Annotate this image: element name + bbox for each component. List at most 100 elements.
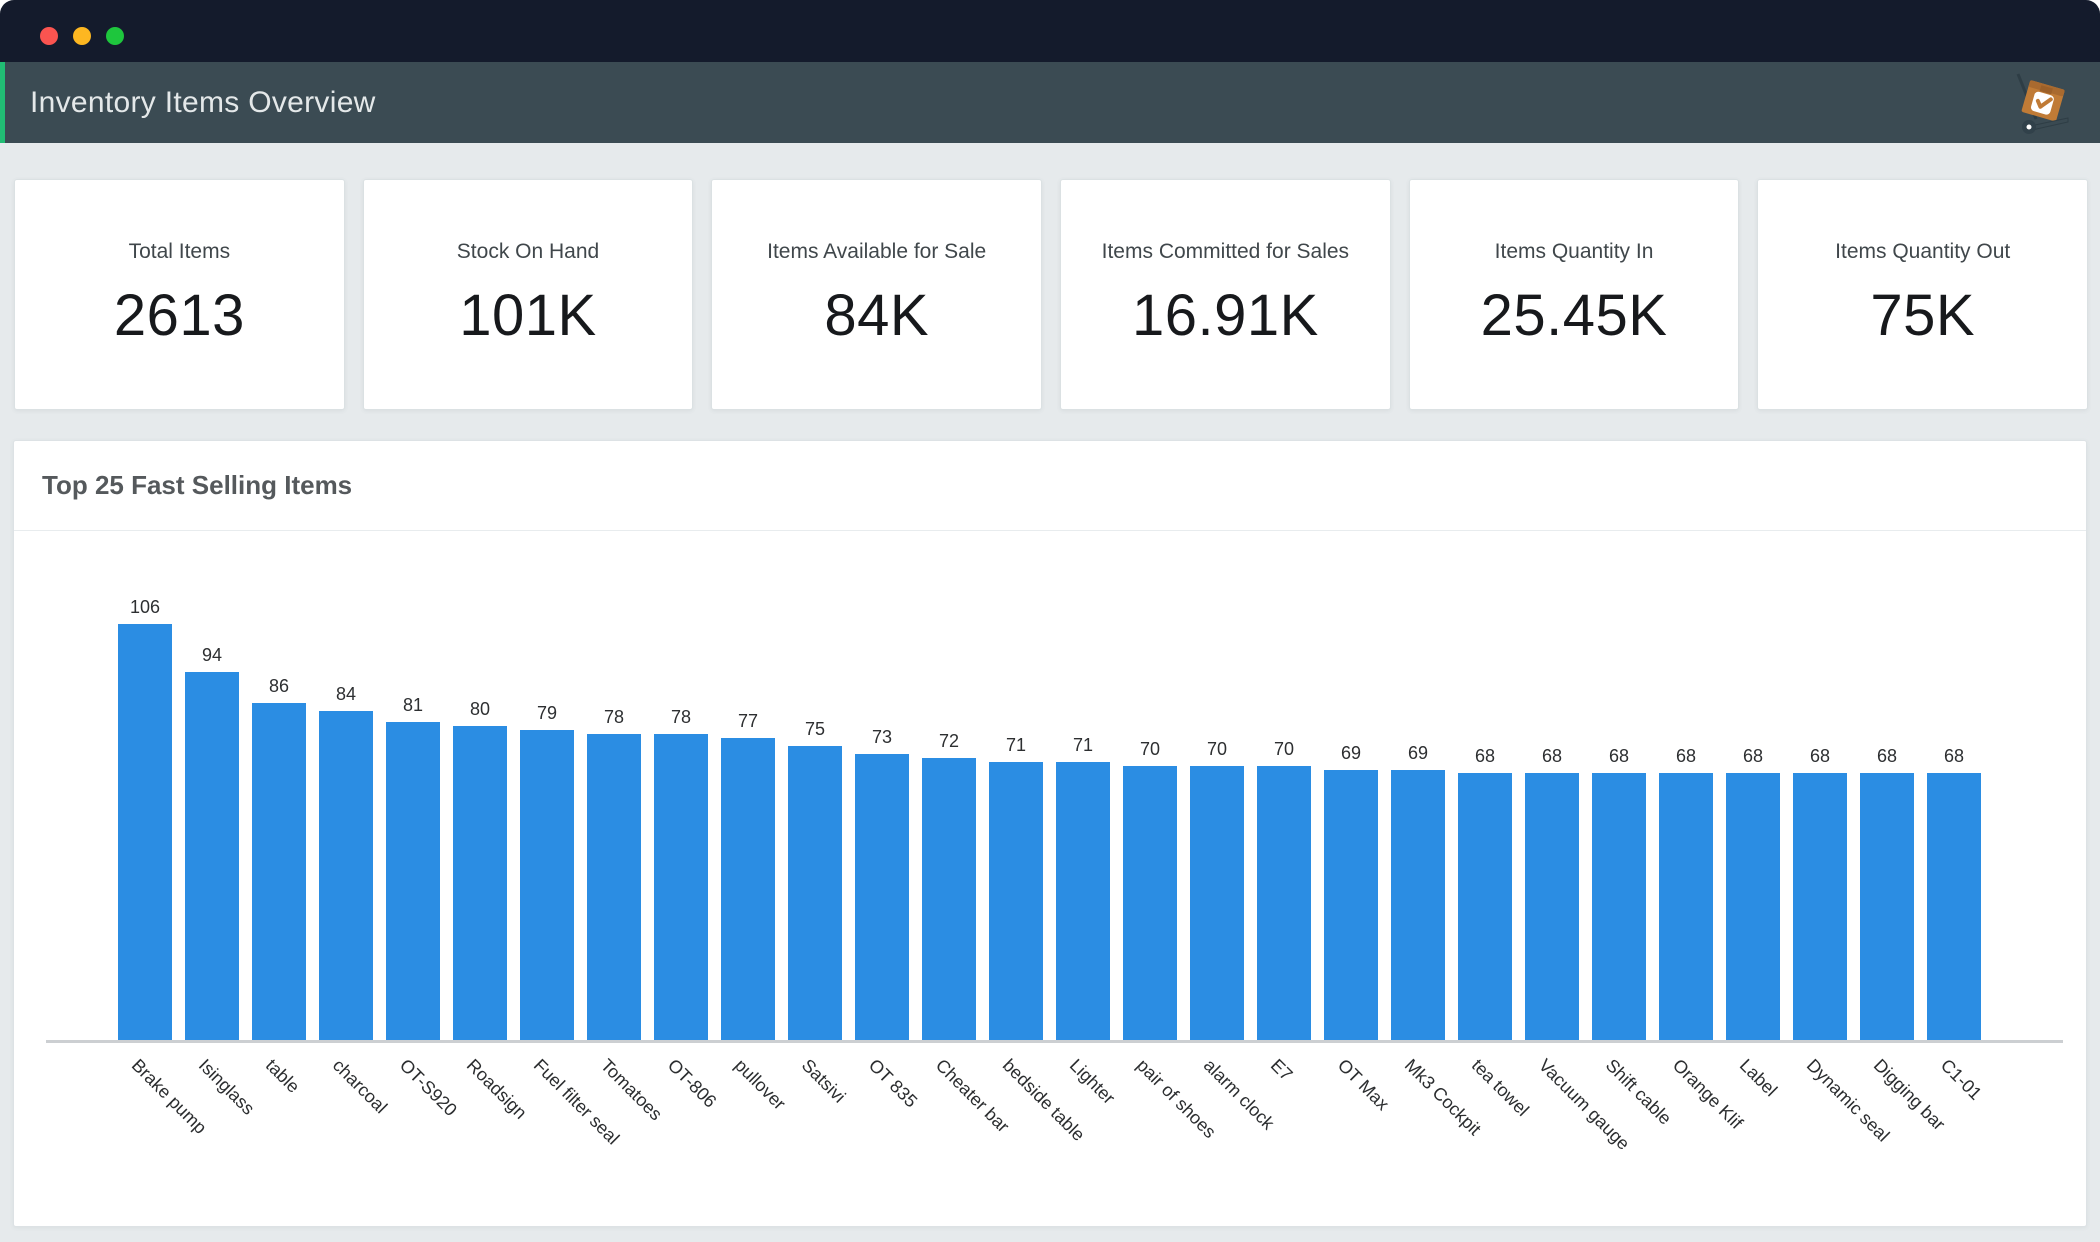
bar-satsivi[interactable]: [788, 746, 842, 1040]
bar-c1-01[interactable]: [1927, 773, 1981, 1040]
bar-value-label: 81: [402, 695, 424, 715]
bar-value-label: 71: [1072, 735, 1094, 755]
bar-value-label: 69: [1340, 743, 1362, 763]
bar-lighter[interactable]: [1056, 762, 1110, 1040]
close-window-button[interactable]: [40, 27, 58, 45]
kpi-card-items-available-for-sale: Items Available for Sale 84K: [711, 179, 1043, 410]
x-axis-tick-label: OT 835: [864, 1055, 922, 1112]
bar-value-label: 68: [1608, 746, 1630, 766]
bar-chart-plot-area: 106 Brake pump 94 Isinglass 86 table 84 charcoa…: [14, 531, 2086, 1227]
x-axis-tick-label: Roadsign: [462, 1055, 531, 1123]
minimize-window-button[interactable]: [73, 27, 91, 45]
kpi-card-stock-on-hand: Stock On Hand 101K: [362, 179, 694, 410]
inventory-hand-truck-icon: [2016, 73, 2069, 134]
bar-value-label: 72: [938, 731, 960, 751]
fast-selling-items-panel: Top 25 Fast Selling Items 106 Brake pump 9…: [13, 440, 2087, 1227]
bar-isinglass[interactable]: [185, 672, 239, 1040]
page-title: Inventory Items Overview: [30, 85, 376, 119]
kpi-label: Total Items: [128, 240, 231, 263]
bar-value-label: 68: [1742, 746, 1764, 766]
bar-value-label: 68: [1541, 746, 1563, 766]
bar-dynamic-seal[interactable]: [1793, 773, 1847, 1040]
kpi-value: 75K: [1870, 283, 1976, 348]
x-axis-tick-label: OT-806: [663, 1055, 721, 1112]
x-axis-tick-label: Isinglass: [194, 1055, 259, 1119]
x-axis-tick-label: E7: [1266, 1055, 1297, 1085]
bar-roadsign[interactable]: [453, 726, 507, 1040]
x-axis-tick-label: charcoal: [328, 1055, 392, 1118]
bar-orange-klif[interactable]: [1659, 773, 1713, 1040]
bar-e7[interactable]: [1257, 766, 1311, 1040]
traffic-lights: [40, 27, 124, 45]
bar-value-label: 84: [335, 684, 357, 704]
bar-value-label: 68: [1876, 746, 1898, 766]
kpi-value: 2613: [113, 283, 245, 348]
bar-value-label: 94: [201, 645, 223, 665]
kpi-value: 84K: [824, 283, 930, 348]
kpi-value: 101K: [459, 283, 597, 348]
x-axis-tick-label: OT Max: [1333, 1055, 1394, 1115]
x-axis-tick-label: OT-S920: [395, 1055, 461, 1121]
kpi-label: Stock On Hand: [456, 240, 600, 263]
bar-value-label: 71: [1005, 735, 1027, 755]
x-axis-tick-label: tea towel: [1467, 1055, 1533, 1121]
app-header: Inventory Items Overview: [0, 62, 2100, 143]
bar-digging-bar[interactable]: [1860, 773, 1914, 1040]
kpi-card-items-committed-for-sales: Items Committed for Sales 16.91K: [1060, 179, 1391, 410]
bar-table[interactable]: [252, 703, 306, 1040]
bar-brake-pump[interactable]: [118, 624, 172, 1040]
kpi-value: 25.45K: [1480, 283, 1668, 348]
kpi-label: Items Available for Sale: [767, 240, 987, 263]
x-axis-tick-label: pullover: [730, 1055, 790, 1114]
bar-tomatoes[interactable]: [587, 734, 641, 1040]
bar-label[interactable]: [1726, 773, 1780, 1040]
bar-bedside-table[interactable]: [989, 762, 1043, 1040]
x-axis-tick-label: Tomatoes: [596, 1055, 667, 1125]
bar-value-label: 78: [603, 707, 625, 727]
bar-value-label: 77: [737, 711, 759, 731]
bar-mk3-cockpit[interactable]: [1391, 770, 1445, 1040]
bar-shift-cable[interactable]: [1592, 773, 1646, 1040]
bar-vacuum-gauge[interactable]: [1525, 773, 1579, 1040]
bar-tea-towel[interactable]: [1458, 773, 1512, 1040]
x-axis-tick-label: table: [261, 1055, 304, 1097]
bar-value-label: 70: [1273, 739, 1295, 759]
zoom-window-button[interactable]: [106, 27, 124, 45]
bar-ot-806[interactable]: [654, 734, 708, 1040]
kpi-card-row: Total Items 2613 Stock On Hand 101K Items Av…: [14, 179, 2089, 410]
bar-value-label: 80: [469, 699, 491, 719]
window-titlebar: [0, 0, 2100, 62]
kpi-card-items-quantity-in: Items Quantity In 25.45K: [1408, 179, 1740, 410]
bar-charcoal[interactable]: [319, 711, 373, 1040]
bar-ot-s920[interactable]: [386, 722, 440, 1040]
dashboard-page: Total Items 2613 Stock On Hand 101K Items Av…: [0, 179, 2100, 1227]
bar-value-label: 69: [1407, 743, 1429, 763]
bar-pullover[interactable]: [721, 738, 775, 1040]
chart-title: Top 25 Fast Selling Items: [42, 470, 353, 500]
bar-value-label: 68: [1675, 746, 1697, 766]
x-axis-tick-label: Orange Klif: [1668, 1055, 1747, 1133]
bar-ot-835[interactable]: [855, 754, 909, 1040]
bar-pair-of-shoes[interactable]: [1123, 766, 1177, 1040]
bar-ot-max[interactable]: [1324, 770, 1378, 1040]
bar-alarm-clock[interactable]: [1190, 766, 1244, 1040]
x-axis-line: [46, 1040, 2063, 1043]
bar-value-label: 68: [1474, 746, 1496, 766]
x-axis-tick-label: C1-01: [1936, 1055, 1986, 1104]
bar-value-label: 86: [268, 676, 290, 696]
bar-cheater-bar[interactable]: [922, 758, 976, 1040]
x-axis-tick-label: Lighter: [1065, 1055, 1119, 1109]
kpi-label: Items Quantity Out: [1835, 240, 2011, 263]
kpi-label: Items Quantity In: [1494, 240, 1654, 263]
header-accent-bar: [0, 62, 5, 143]
x-axis-tick-label: Label: [1735, 1055, 1782, 1101]
kpi-card-items-quantity-out: Items Quantity Out 75K: [1757, 179, 2089, 410]
kpi-label: Items Committed for Sales: [1101, 240, 1350, 263]
bar-value-label: 68: [1943, 746, 1965, 766]
bar-fuel-filter-seal[interactable]: [520, 730, 574, 1040]
bar-value-label: 78: [670, 707, 692, 727]
chart-panel-header: Top 25 Fast Selling Items: [14, 441, 2086, 531]
bar-value-label: 106: [129, 597, 161, 617]
kpi-card-total-items: Total Items 2613: [14, 179, 345, 410]
